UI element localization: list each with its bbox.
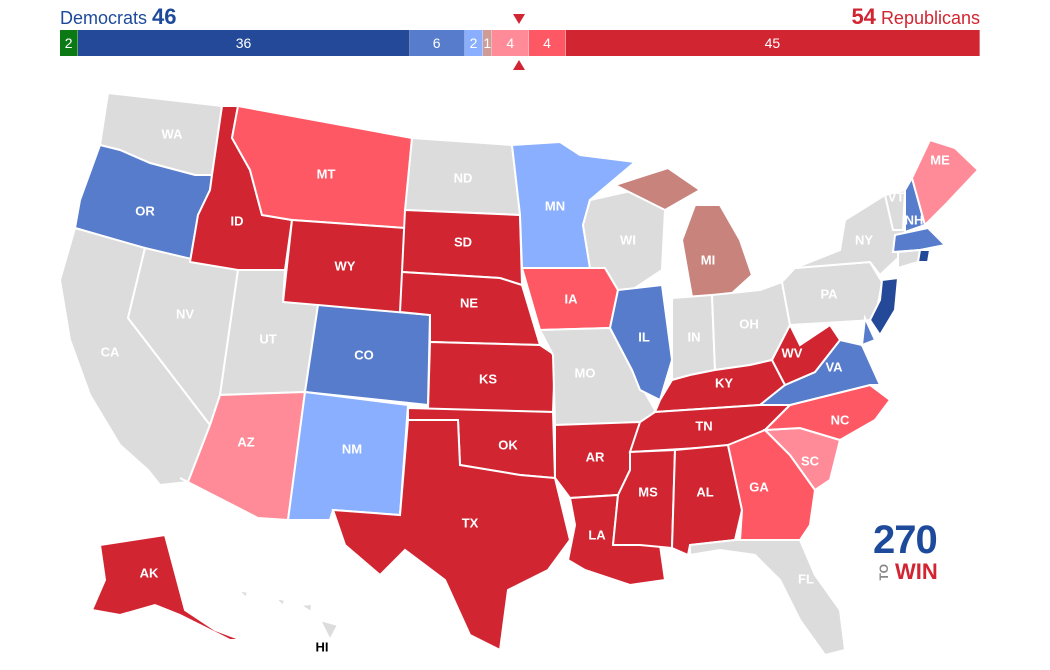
state-tx[interactable] [331,419,572,652]
label-mn: MN [545,198,565,213]
label-nc: NC [831,412,850,427]
label-ks: KS [479,371,497,386]
label-ga: GA [749,479,769,494]
state-de[interactable] [860,314,877,347]
label-tx: TX [462,515,479,530]
democrats-label: Democrats [60,8,148,28]
bar-segment: 4 [492,30,530,56]
state-vt[interactable] [883,188,907,231]
label-mi: MI [701,252,715,267]
bar-segment: 2 [60,30,79,56]
label-ky: KY [715,375,733,390]
270towin-logo[interactable]: 270 TO WIN [873,520,953,583]
bar-segment: 6 [409,30,465,56]
democrats-header: Democrats 46 [60,4,177,30]
label-nd: ND [454,170,473,185]
state-nj[interactable] [868,276,900,337]
label-wy: WY [335,258,356,273]
state-me[interactable] [910,138,980,227]
label-tn: TN [695,418,712,433]
label-mt: MT [317,166,336,181]
label-il: IL [638,329,650,344]
label-ne: NE [460,295,478,310]
republicans-label: Republicans [880,8,980,28]
label-nv: NV [176,306,194,321]
majority-marker-bottom [513,60,525,70]
label-ar: AR [586,449,605,464]
republicans-total: 54 [851,4,876,29]
label-ok: OK [498,437,518,452]
label-co: CO [354,347,374,362]
label-az: AZ [237,434,254,449]
majority-marker-top [513,14,525,24]
state-ri[interactable] [916,249,932,263]
us-senate-map: WA OR CA NV ID MT WY UT AZ CO NM ND SD N… [58,91,980,657]
bar-segment: 1 [483,30,493,56]
label-sd: SD [454,234,472,249]
state-ma[interactable] [891,226,948,254]
label-id: ID [231,213,244,228]
label-wa: WA [162,126,184,141]
label-hi: HI [316,639,329,654]
label-ak: AK [140,565,159,580]
label-va: VA [825,359,843,374]
logo-win: WIN [895,559,938,585]
label-or: OR [135,203,155,218]
label-ut: UT [259,331,276,346]
state-fl[interactable] [689,539,847,657]
label-mo: MO [575,365,596,380]
label-ny: NY [855,232,873,247]
label-nh: NH [905,212,924,227]
state-hi[interactable] [234,588,340,643]
label-ms: MS [638,484,658,499]
bar-segment: 4 [529,30,566,56]
bar-segment: 2 [464,30,484,56]
label-in: IN [688,329,701,344]
democrats-total: 46 [152,4,177,29]
label-oh: OH [739,316,759,331]
label-me: ME [930,152,950,167]
logo-to: TO [877,563,891,581]
logo-number: 270 [873,518,938,562]
label-fl: FL [798,571,814,586]
label-pa: PA [820,286,838,301]
label-wv: WV [782,345,803,360]
state-wv[interactable] [770,322,842,387]
state-ak[interactable] [90,533,243,641]
label-la: LA [588,527,606,542]
state-ct[interactable] [897,248,922,270]
label-wi: WI [620,232,636,247]
label-sc: SC [801,453,820,468]
label-ia: IA [565,291,579,306]
label-ca: CA [101,344,120,359]
balance-of-power-bar: 2 36 6 2 1 4 4 45 [60,30,980,56]
republicans-header: 54 Republicans [851,4,980,30]
label-al: AL [696,484,713,499]
label-nm: NM [342,441,362,456]
bar-segment: 36 [78,30,410,56]
state-mi[interactable] [612,166,754,299]
label-vt: VT [888,189,905,204]
state-il[interactable] [608,283,674,402]
bar-segment: 45 [565,30,980,56]
